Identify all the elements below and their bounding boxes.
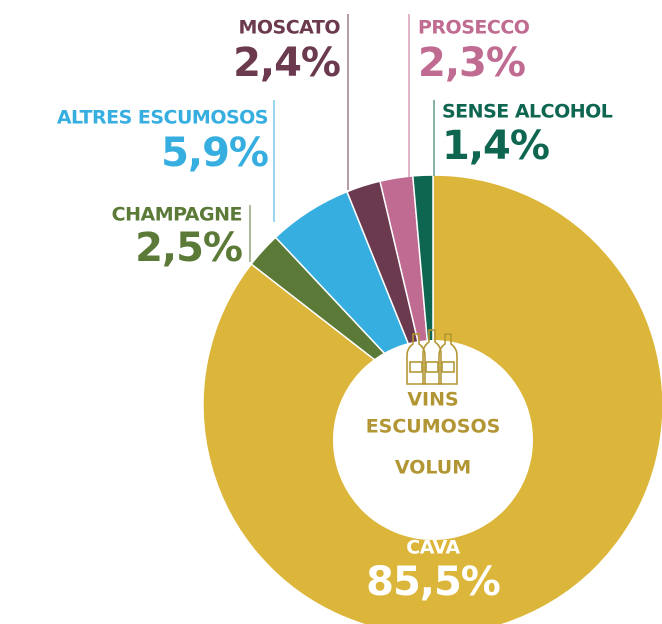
value-label: 2,3% — [418, 40, 525, 86]
center-label: VINS — [407, 389, 458, 411]
category-label: ALTRES ESCUMOSOS — [57, 107, 268, 129]
category-label: SENSE ALCOHOL — [442, 101, 613, 123]
value-label: 85,5% — [366, 559, 500, 605]
center-label: VOLUM — [395, 457, 471, 479]
bottles-icon — [406, 329, 458, 385]
category-label: PROSECCO — [418, 17, 530, 39]
donut-hole — [333, 340, 533, 540]
center-label: ESCUMOSOS — [366, 416, 501, 438]
category-label: CAVA — [406, 537, 460, 559]
value-label: 5,9% — [161, 130, 268, 176]
category-label: MOSCATO — [238, 17, 340, 39]
value-label: 2,4% — [233, 40, 340, 86]
value-label: 2,5% — [135, 225, 242, 271]
category-label: CHAMPAGNE — [112, 204, 242, 226]
value-label: 1,4% — [442, 123, 549, 169]
slice — [202, 174, 662, 624]
